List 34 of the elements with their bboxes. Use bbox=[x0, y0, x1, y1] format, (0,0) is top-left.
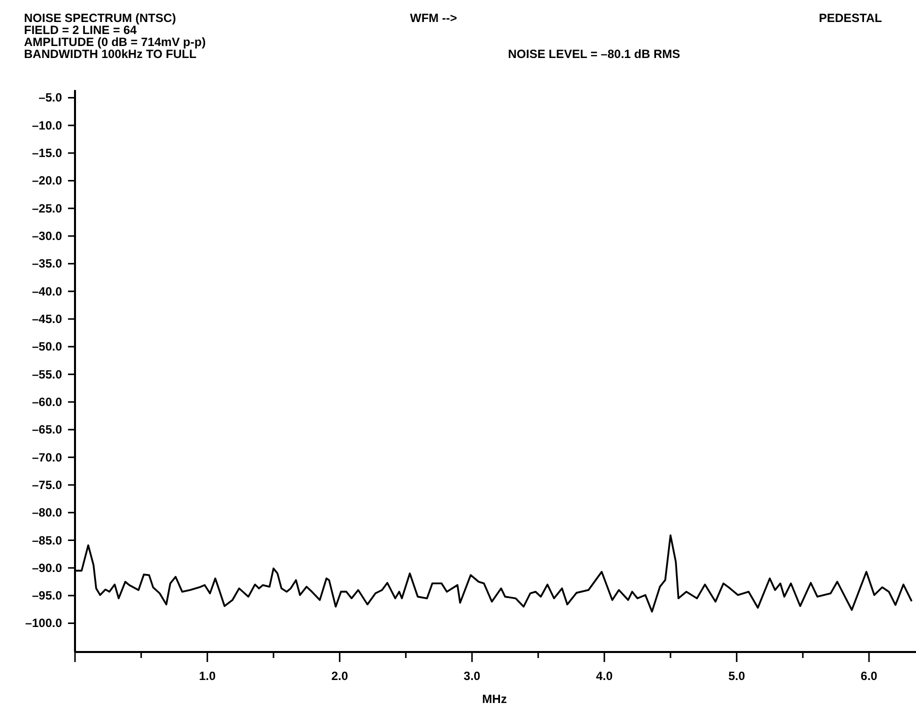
y-tick-label: –75.0 bbox=[32, 478, 62, 492]
y-tick-label: –55.0 bbox=[32, 367, 62, 382]
y-tick-label: –10.0 bbox=[32, 118, 62, 132]
y-tick-label: –30.0 bbox=[32, 229, 62, 244]
text: WFM --> bbox=[410, 11, 457, 25]
y-tick-label: –85.0 bbox=[32, 533, 62, 548]
y-tick-label: –45.0 bbox=[32, 312, 62, 326]
y-tick-label: –90.0 bbox=[32, 560, 62, 575]
text: PEDESTAL bbox=[818, 11, 882, 25]
x-tick-label: 5.0 bbox=[728, 669, 746, 683]
y-tick-label: –95.0 bbox=[32, 588, 62, 603]
x-axis-title: MHz bbox=[482, 692, 507, 706]
x-tick-label: 2.0 bbox=[331, 669, 348, 683]
y-tick-label: –70.0 bbox=[32, 450, 62, 464]
y-tick-label: –50.0 bbox=[32, 340, 62, 354]
x-tick-label: 1.0 bbox=[198, 669, 216, 683]
x-tick-label: 4.0 bbox=[596, 669, 613, 683]
y-tick-label: –40.0 bbox=[32, 284, 62, 298]
y-tick-label: –15.0 bbox=[32, 146, 62, 160]
y-tick-label: –20.0 bbox=[32, 174, 62, 188]
y-tick-label: –80.0 bbox=[32, 506, 62, 520]
text: NOISE LEVEL = –80.1 dB RMS bbox=[508, 47, 680, 61]
text: AMPLITUDE (0 dB = 714mV p-p) bbox=[24, 35, 206, 49]
y-tick-label: –60.0 bbox=[32, 394, 62, 409]
x-tick-label: 3.0 bbox=[464, 669, 481, 683]
y-tick-label: –25.0 bbox=[32, 201, 62, 216]
text: BANDWIDTH 100kHz TO FULL bbox=[24, 47, 196, 61]
text: FIELD = 2 LINE = 64 bbox=[24, 23, 138, 37]
x-tick-label: 6.0 bbox=[860, 669, 878, 683]
y-tick-label: –5.0 bbox=[38, 90, 62, 105]
y-tick-label: –35.0 bbox=[32, 256, 62, 271]
y-tick-label: –65.0 bbox=[32, 422, 62, 437]
chart-title: NOISE SPECTRUM (NTSC) bbox=[24, 11, 176, 25]
y-tick-label: –100.0 bbox=[25, 616, 62, 630]
